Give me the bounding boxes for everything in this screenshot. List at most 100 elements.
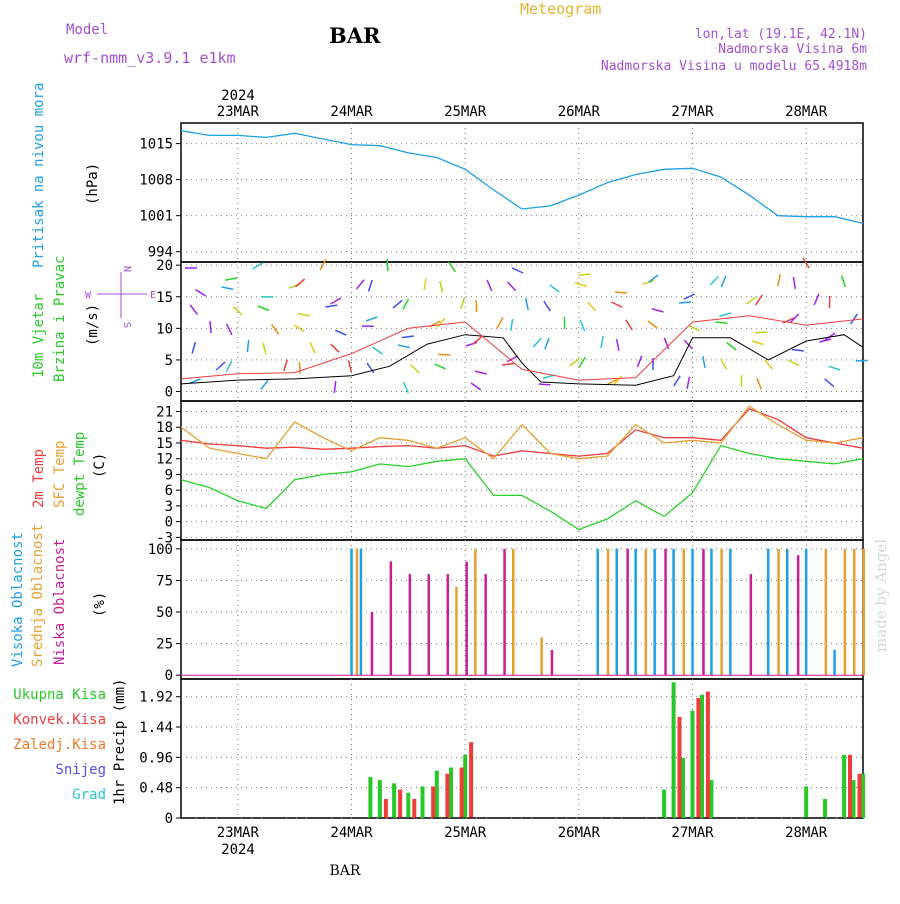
wind-arrow-78 [579, 357, 585, 367]
bar-5-2-10 [706, 692, 710, 818]
bar-5-1-2 [378, 780, 382, 818]
wind-arrow-24 [296, 279, 305, 287]
cloud-ylabel-mid: Srednja Oblacnost [30, 524, 46, 667]
bar-5-2-4 [431, 786, 435, 818]
wind-arrow-101 [703, 356, 705, 368]
wind-arrow-25 [298, 314, 310, 316]
wind-arrow-105 [721, 276, 725, 287]
ytick-label-1-3: 1001 [139, 209, 173, 225]
series-1-1 [181, 131, 863, 224]
bar-4-3-1 [371, 612, 374, 675]
wind-arrow-38 [366, 317, 377, 321]
bar-5-2-9 [696, 698, 700, 818]
bar-4-2-1 [356, 549, 359, 675]
precip-ylabel: 1hr Precip (mm) [112, 679, 128, 805]
wind-arrow-62 [502, 364, 514, 365]
ytick-label-5-2: 1.44 [139, 720, 173, 736]
wind-arrow-81 [601, 336, 603, 348]
wind-arrow-104 [721, 359, 727, 369]
wind-arrow-13 [247, 340, 248, 352]
bar-4-2-6 [607, 549, 610, 675]
legend-konvek-kisa: Konvek.Kisa [13, 712, 106, 728]
bar-4-1-9 [710, 549, 713, 675]
wind-arrow-29 [331, 344, 340, 352]
wind-arrow-56 [471, 383, 481, 390]
wind-arrow-103 [715, 322, 727, 323]
bar-4-2-3 [474, 549, 477, 675]
wind-arrow-55 [466, 342, 477, 346]
wind-arrow-14 [253, 263, 263, 269]
bar-4-3-12 [702, 549, 705, 675]
wind-legend-s: S [121, 322, 132, 328]
station-title: BAR [329, 23, 381, 48]
ytick-label-4-1: 100 [148, 542, 173, 558]
wind-arrow-70 [544, 301, 551, 311]
bar-4-2-8 [683, 549, 686, 675]
model-elevation-label: Nadmorska Visina u modelu 65.4918m [601, 59, 867, 74]
wind-arrow-43 [403, 382, 408, 393]
cloud-series [181, 549, 865, 676]
bottom-year: 2024 [221, 842, 255, 858]
temp-ylabel-dew: dewpt Temp [72, 432, 88, 516]
wind-arrow-9 [227, 324, 232, 335]
bar-4-3-3 [409, 574, 412, 675]
bar-4-1-13 [805, 549, 808, 675]
bottom-day-label-4: 26MAR [558, 825, 601, 841]
bar-4-3-14 [797, 555, 800, 675]
bar-5-1-1 [368, 777, 372, 818]
temperature-panel: 2m Temp SFC Temp dewpt Temp (C) 21181512… [31, 404, 863, 546]
wind-series [181, 316, 863, 386]
wind-arrow-117 [788, 360, 799, 366]
ytick-label-4-2: 75 [156, 573, 173, 589]
wind-unit: (m/s) [85, 304, 101, 346]
wind-arrow-59 [475, 371, 487, 374]
temp-ylabel-2m: 2m Temp [31, 449, 47, 508]
wind-arrow-10 [226, 361, 231, 372]
panel-frame-2 [181, 262, 863, 401]
wind-arrow-86 [615, 292, 627, 293]
ytick-label-2-3: 10 [156, 321, 173, 337]
wind-arrow-113 [755, 332, 767, 333]
panel-frame-4 [181, 540, 863, 679]
bottom-day-label-3: 25MAR [444, 825, 487, 841]
wind-arrow-3 [192, 342, 195, 354]
wind-arrow-111 [757, 378, 761, 389]
wind-arrow-79 [579, 274, 591, 275]
wind-arrow-99 [684, 294, 695, 299]
wind-arrow-20 [284, 360, 288, 371]
wind-arrow-46 [411, 365, 419, 373]
wind-arrow-110 [752, 341, 763, 345]
wind-arrow-98 [687, 377, 689, 389]
bar-5-1-11 [681, 758, 685, 818]
wind-arrow-28 [325, 305, 337, 307]
bar-4-2-11 [825, 549, 828, 675]
wind-legend-n: N [121, 266, 132, 272]
panel-frame-3 [181, 401, 863, 540]
ytick-label-4-5: 0 [165, 668, 173, 684]
ytick-label-5-1: 1.92 [139, 690, 173, 706]
bottom-day-label-6: 28MAR [785, 825, 828, 841]
bar-4-2-12 [844, 549, 847, 675]
cloud-panel: Visoka Oblacnost Srednja Oblacnost Niska… [10, 524, 890, 685]
bar-4-3-6 [465, 562, 468, 676]
legend-grad: Grad [72, 787, 106, 803]
ytick-label-3-3: 15 [156, 436, 173, 452]
top-day-label-5: 27MAR [671, 104, 714, 120]
wind-arrow-17 [261, 380, 268, 389]
bar-4-2-10 [777, 549, 780, 675]
wind-arrow-76 [575, 283, 587, 286]
wind-arrow-61 [497, 318, 503, 328]
ytick-label-3-7: 3 [165, 499, 173, 515]
wind-arrow-41 [393, 300, 402, 308]
bar-5-2-6 [460, 768, 464, 819]
ytick-label-3-8: 0 [165, 515, 173, 531]
wind-arrow-37 [368, 280, 372, 291]
panel-frame-5 [181, 679, 863, 818]
bar-5-1-3 [392, 783, 396, 818]
temp-ylabel-sfc: SFC Temp [52, 441, 68, 508]
model-label: Model [66, 22, 108, 38]
cloud-ylabel-low: Niska Oblacnost [52, 539, 68, 665]
bar-5-2-8 [678, 717, 682, 818]
